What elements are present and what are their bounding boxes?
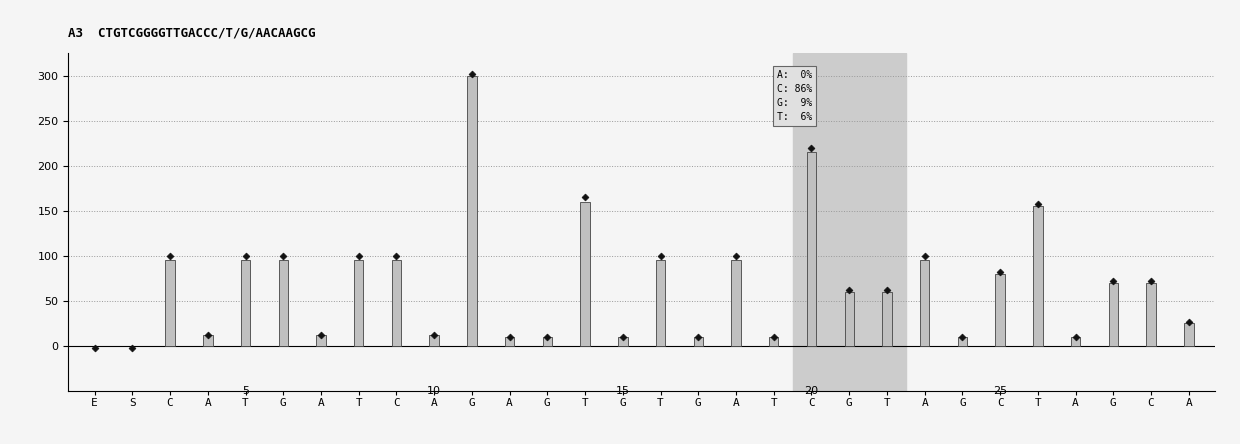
- Bar: [203, 335, 212, 346]
- Bar: [807, 152, 816, 346]
- Bar: [1184, 323, 1194, 346]
- Bar: [429, 335, 439, 346]
- Bar: [732, 260, 740, 346]
- Text: A:  0%
C: 86%
G:  9%
T:  6%: A: 0% C: 86% G: 9% T: 6%: [777, 70, 812, 122]
- Bar: [1033, 206, 1043, 346]
- Bar: [1146, 283, 1156, 346]
- Text: 10: 10: [428, 386, 441, 396]
- Bar: [618, 337, 627, 346]
- Bar: [316, 335, 326, 346]
- Text: A3  CTGTCGGGGTTGACCC/T/G/AACAAGCG: A3 CTGTCGGGGTTGACCC/T/G/AACAAGCG: [68, 27, 316, 40]
- Bar: [957, 337, 967, 346]
- Bar: [467, 76, 476, 346]
- Text: 20: 20: [805, 386, 818, 396]
- Text: 5: 5: [242, 386, 249, 396]
- Bar: [1109, 283, 1118, 346]
- Text: 25: 25: [993, 386, 1007, 396]
- Bar: [693, 337, 703, 346]
- Bar: [920, 260, 930, 346]
- Bar: [505, 337, 515, 346]
- Text: 15: 15: [616, 386, 630, 396]
- Bar: [792, 53, 905, 391]
- Bar: [580, 202, 590, 346]
- Bar: [392, 260, 402, 346]
- Bar: [543, 337, 552, 346]
- Bar: [165, 260, 175, 346]
- Bar: [656, 260, 666, 346]
- Bar: [353, 260, 363, 346]
- Bar: [241, 260, 250, 346]
- Bar: [1071, 337, 1080, 346]
- Bar: [844, 292, 854, 346]
- Bar: [882, 292, 892, 346]
- Bar: [996, 274, 1004, 346]
- Bar: [769, 337, 779, 346]
- Bar: [279, 260, 288, 346]
